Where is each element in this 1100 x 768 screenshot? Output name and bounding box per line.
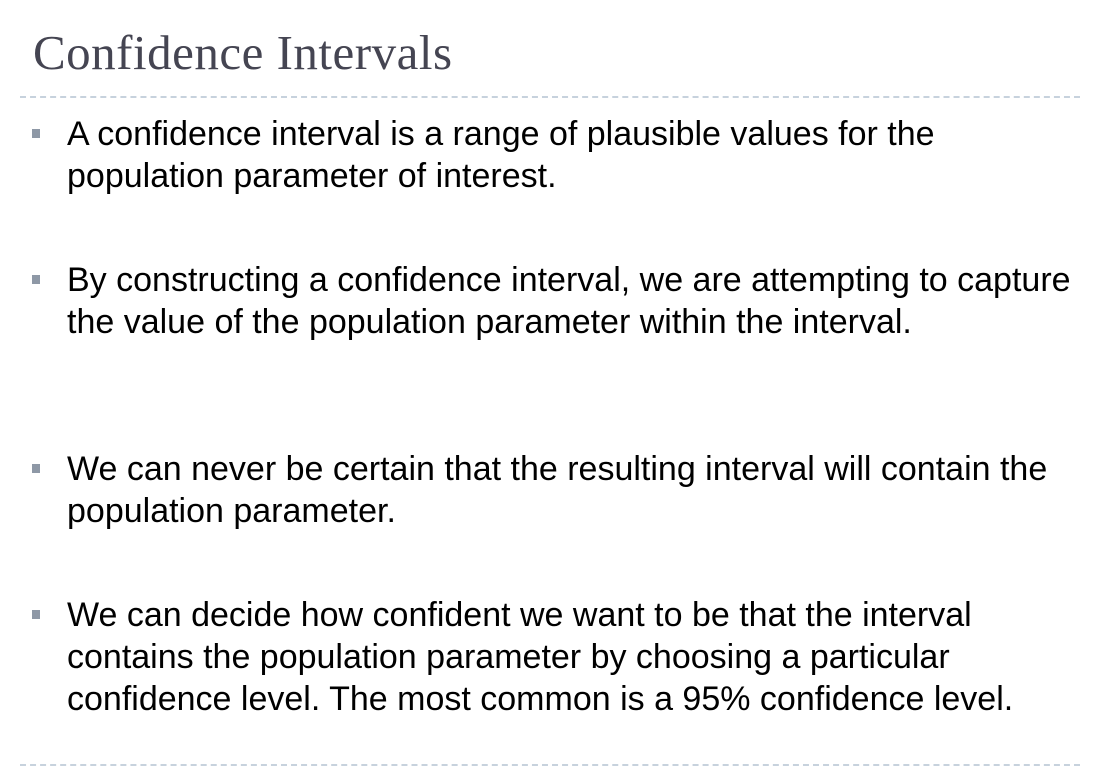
square-bullet-icon [32, 129, 40, 138]
bullet-text: By constructing a confidence interval, w… [67, 261, 1071, 341]
bullet-item: We can never be certain that the resulti… [32, 448, 1077, 532]
bullet-text: We can decide how confident we want to b… [67, 596, 1014, 718]
footer-divider [20, 764, 1080, 766]
square-bullet-icon [32, 464, 40, 473]
bullet-item: A confidence interval is a range of plau… [32, 113, 1077, 197]
slide-title: Confidence Intervals [33, 25, 453, 80]
bullet-item: By constructing a confidence interval, w… [32, 259, 1077, 343]
bullet-item: We can decide how confident we want to b… [32, 594, 1077, 720]
bullet-text: We can never be certain that the resulti… [67, 450, 1048, 530]
bullet-text: A confidence interval is a range of plau… [67, 115, 935, 195]
square-bullet-icon [32, 275, 40, 284]
square-bullet-icon [32, 610, 40, 619]
title-divider [20, 96, 1080, 98]
